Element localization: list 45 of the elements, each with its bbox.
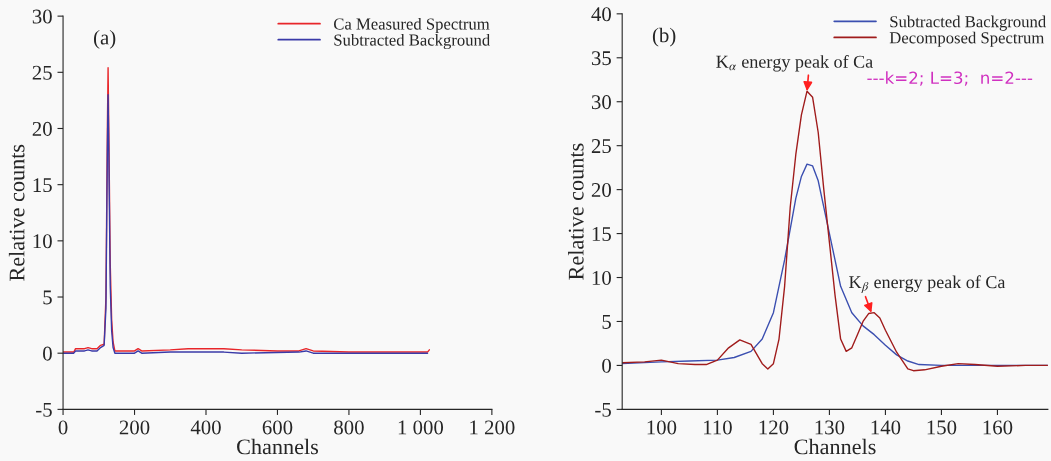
y-tick-label: 10 <box>33 234 52 249</box>
y-tick-label: 35 <box>591 51 611 66</box>
x-tick-label: 1 000 <box>398 420 444 435</box>
x-tick-label: 150 <box>927 420 957 435</box>
x-tick-label: 110 <box>704 420 732 435</box>
y-tick-label: 15 <box>33 178 52 193</box>
legend-label: Subtracted Background <box>334 33 490 50</box>
y-tick-label: -5 <box>36 402 52 417</box>
y-tick-label: 30 <box>591 95 611 110</box>
x-tick-label: 160 <box>983 420 1013 435</box>
y-tick-label: 5 <box>43 290 52 305</box>
x-tick-label: 200 <box>119 420 150 435</box>
y-tick-label: 20 <box>591 183 611 198</box>
y-tick-label: 0 <box>602 358 611 373</box>
x-tick-label: 400 <box>190 420 221 435</box>
x-tick-label: 140 <box>871 420 901 435</box>
x-tick-label: 130 <box>815 420 845 435</box>
y-axis-title: Relative counts <box>8 144 25 281</box>
x-tick-label: 120 <box>759 420 789 435</box>
legend-label: Subtracted Background <box>890 15 1046 31</box>
x-axis-title: Channels <box>237 438 319 455</box>
x-tick-label: 800 <box>334 420 364 435</box>
legend-label: Decomposed Spectrum <box>889 31 1045 47</box>
y-axis-title: Relative counts <box>568 143 584 280</box>
x-tick-label: 0 <box>58 420 68 435</box>
x-tick-label: 600 <box>262 420 293 435</box>
y-tick-label: 15 <box>592 227 611 242</box>
y-tick-label: 30 <box>32 9 52 24</box>
annotation: K$_{α}$ energy peak of Ca <box>716 54 873 72</box>
y-tick-label: 10 <box>592 270 611 285</box>
y-tick-label: -5 <box>595 402 611 417</box>
x-tick-label: 100 <box>647 420 677 435</box>
y-tick-label: 5 <box>602 315 611 329</box>
annotation: ---k=2; L=3; n=2--- <box>867 71 1033 86</box>
y-tick-label: 25 <box>32 65 52 80</box>
annotation: (a) <box>93 29 116 49</box>
annotation: K$_{β}$ energy peak of Ca <box>849 275 1006 294</box>
y-tick-label: 0 <box>43 346 52 361</box>
y-tick-label: 40 <box>591 7 611 22</box>
x-tick-label: 1 200 <box>470 420 515 435</box>
annotation: (b) <box>652 27 676 47</box>
y-tick-label: 25 <box>591 139 611 154</box>
y-tick-label: 20 <box>32 121 52 136</box>
legend-label: Ca Measured Spectrum <box>333 17 490 34</box>
x-axis-title: Channels <box>794 438 876 455</box>
